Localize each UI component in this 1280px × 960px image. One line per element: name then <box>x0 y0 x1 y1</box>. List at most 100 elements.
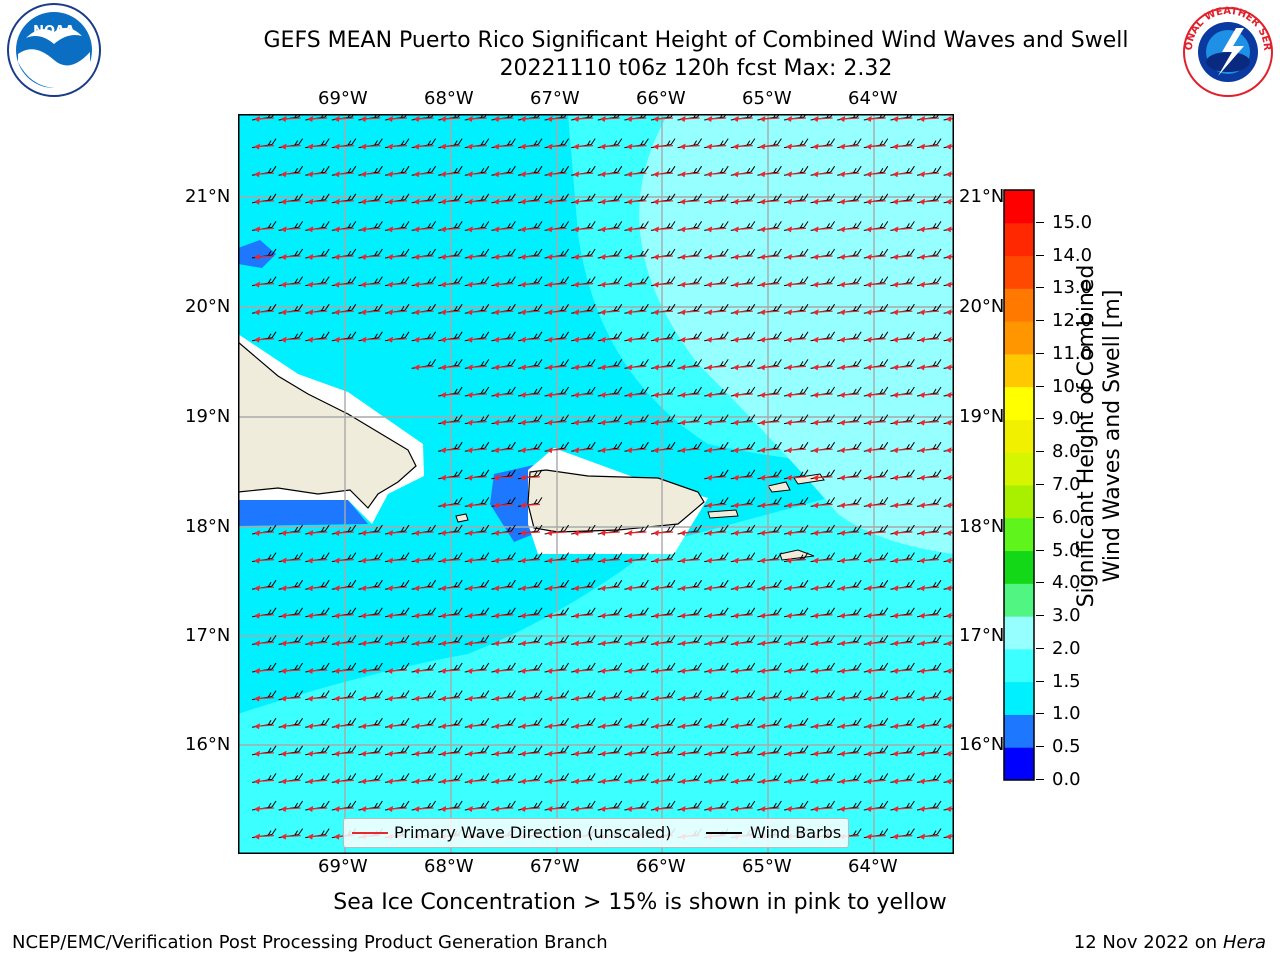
wind-barb-with-wave-arrow <box>783 386 809 398</box>
wind-barb-with-wave-arrow <box>890 828 915 840</box>
wind-barb-with-wave-arrow <box>757 414 782 426</box>
wind-barb-with-wave-arrow <box>677 635 703 647</box>
wind-barb-with-wave-arrow <box>358 800 383 812</box>
wind-barb-with-wave-arrow <box>331 138 357 150</box>
wind-barb-with-wave-arrow <box>491 138 516 150</box>
wind-barb-with-wave-arrow <box>384 331 410 343</box>
wind-barb-with-wave-arrow <box>331 635 357 647</box>
wind-barb-with-wave-arrow <box>704 662 729 674</box>
wave-direction-swatch <box>352 832 388 834</box>
wind-barb-with-wave-arrow <box>916 690 942 702</box>
wind-barb-with-wave-arrow <box>305 662 330 674</box>
wind-barb-with-wave-arrow <box>624 386 649 398</box>
wind-barb-with-wave-arrow <box>704 552 729 564</box>
wind-barb-with-wave-arrow <box>863 662 889 674</box>
lat-label-left-17n: 17°N <box>185 625 231 646</box>
wind-barb-with-wave-arrow <box>278 552 304 564</box>
colorbar-tick-mark <box>1036 549 1044 551</box>
wind-barb-with-wave-arrow <box>916 552 942 564</box>
wind-barb-with-wave-arrow <box>783 662 809 674</box>
colorbar-tick-mark <box>1036 647 1044 649</box>
wind-barb-with-wave-arrow <box>783 138 809 150</box>
wind-barb-with-wave-arrow <box>757 386 782 398</box>
wind-barb-with-wave-arrow <box>730 469 756 481</box>
wind-barb-with-wave-arrow <box>890 331 915 343</box>
colorbar-tick-label: 13.0 <box>1052 277 1093 299</box>
wind-barb-with-wave-arrow <box>863 717 889 730</box>
wind-barb-with-wave-arrow <box>544 690 570 702</box>
wind-barb-with-wave-arrow <box>677 193 703 205</box>
wind-barb-with-wave-arrow <box>597 607 623 619</box>
wind-barb-with-wave-arrow <box>757 662 782 674</box>
wind-barb-with-wave-arrow <box>544 303 570 316</box>
wind-barb-with-wave-arrow <box>730 359 756 371</box>
wind-barb-with-wave-arrow <box>571 524 596 536</box>
wave-height-map <box>238 114 954 854</box>
wind-barb-with-wave-arrow <box>810 193 836 205</box>
wind-barb-with-wave-arrow <box>650 193 676 205</box>
vieques-island <box>707 509 739 519</box>
wind-barb-with-wave-arrow <box>464 469 490 481</box>
wind-barb-with-wave-arrow <box>305 138 330 150</box>
wind-barb-with-wave-arrow <box>837 745 862 757</box>
wind-barb-with-wave-arrow <box>491 441 516 454</box>
colorbar-segment <box>1004 485 1034 519</box>
wind-barb-with-wave-arrow <box>916 800 942 812</box>
wind-barb-with-wave-arrow <box>650 607 676 619</box>
wind-barb-with-wave-arrow <box>411 138 437 150</box>
wind-barb-with-wave-arrow <box>491 165 516 178</box>
wind-barb-with-wave-arrow <box>571 579 596 592</box>
wind-barb-with-wave-arrow <box>730 138 756 150</box>
wind-barb-with-wave-arrow <box>624 193 649 205</box>
wind-barb-with-wave-arrow <box>650 745 676 757</box>
wind-barb-with-wave-arrow <box>863 386 889 398</box>
wind-barb-with-wave-arrow <box>517 662 543 674</box>
wind-barb-with-wave-arrow <box>544 359 570 371</box>
wind-barb-with-wave-arrow <box>278 303 304 316</box>
wind-barb-with-wave-arrow <box>305 193 330 205</box>
wind-barb-with-wave-arrow <box>704 303 729 316</box>
wind-barb-with-wave-arrow <box>810 524 836 536</box>
wind-barb-with-wave-arrow <box>571 165 596 178</box>
wind-barb-with-wave-arrow <box>544 193 570 205</box>
wind-barb-with-wave-arrow <box>810 114 834 122</box>
wind-barb-with-wave-arrow <box>890 773 915 785</box>
wind-barb-with-wave-arrow <box>438 717 463 730</box>
wind-barb-with-wave-arrow <box>571 193 596 205</box>
wind-barb-with-wave-arrow <box>916 276 942 288</box>
wind-barb-with-wave-arrow <box>730 165 756 178</box>
wind-barb-with-wave-arrow <box>916 414 942 426</box>
wind-barb-with-wave-arrow <box>704 745 729 757</box>
footer-organization: NCEP/EMC/Verification Post Processing Pr… <box>12 932 608 953</box>
wind-barb-with-wave-arrow <box>571 114 594 122</box>
wind-barb-with-wave-arrow <box>411 607 437 619</box>
colorbar-segment <box>1004 583 1034 617</box>
wind-barb-with-wave-arrow <box>305 331 330 343</box>
wind-barb-with-wave-arrow <box>491 579 516 592</box>
wind-barb-with-wave-arrow <box>358 331 383 343</box>
wind-barb-with-wave-arrow <box>305 276 330 288</box>
wind-barb-with-wave-arrow <box>411 331 437 343</box>
wind-barb-with-wave-arrow <box>491 497 516 509</box>
wind-barb-with-wave-arrow <box>464 773 490 785</box>
wind-barb-with-wave-arrow <box>650 662 676 674</box>
wind-barb-with-wave-arrow <box>251 165 277 178</box>
wind-barb-with-wave-arrow <box>677 359 703 371</box>
wind-barb-with-wave-arrow <box>810 276 836 288</box>
wind-barb-with-wave-arrow <box>411 662 437 674</box>
wind-barb-with-wave-arrow <box>837 303 862 316</box>
wind-barb-with-wave-arrow <box>783 635 809 647</box>
colorbar-tick-mark <box>1036 713 1044 715</box>
wind-barb-with-wave-arrow <box>916 193 942 205</box>
wind-barb-with-wave-arrow <box>464 607 490 619</box>
wind-barb-with-wave-arrow <box>331 745 357 757</box>
wind-barb-with-wave-arrow <box>677 524 703 536</box>
wind-barb-with-wave-arrow <box>837 193 862 205</box>
colorbar-tick-mark <box>1036 680 1044 682</box>
wind-barb-with-wave-arrow <box>757 497 782 509</box>
wind-barb-with-wave-arrow <box>783 165 809 178</box>
wind-barb-with-wave-arrow <box>358 114 382 122</box>
wind-barb-with-wave-arrow <box>810 745 836 757</box>
wind-barb-with-wave-arrow <box>916 469 942 481</box>
wind-barb-with-wave-arrow <box>305 800 330 812</box>
